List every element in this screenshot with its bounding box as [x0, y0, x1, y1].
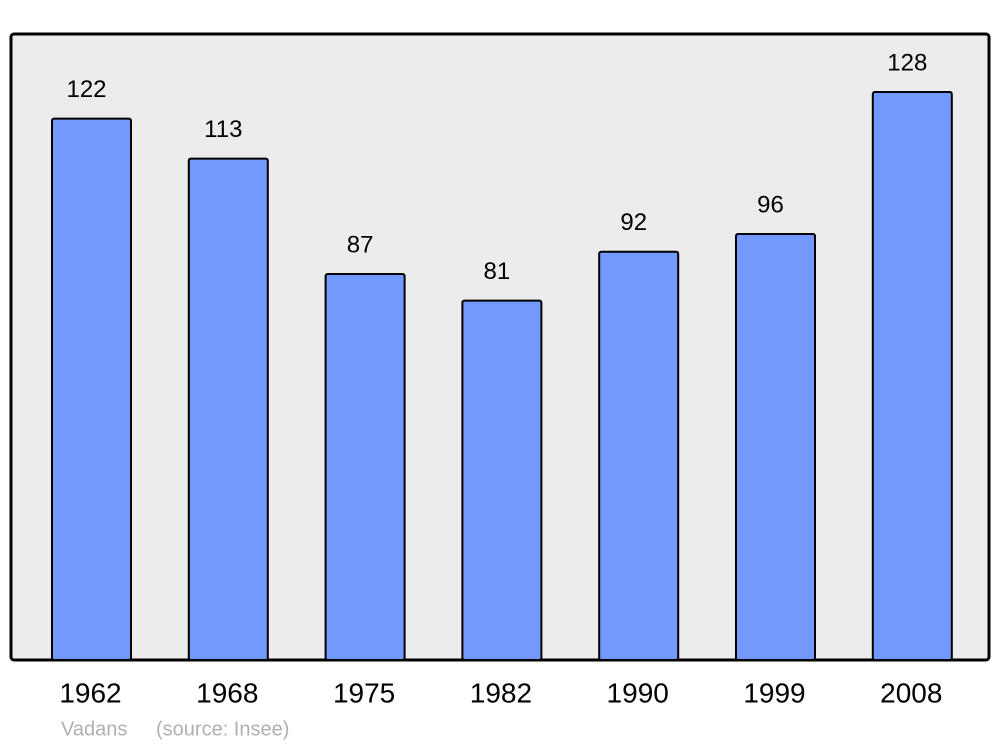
value-label: 128: [887, 49, 927, 76]
value-label: 87: [347, 231, 374, 258]
value-label: 96: [757, 191, 784, 218]
x-tick-label: 1968: [196, 677, 258, 708]
x-tick-label: 1962: [59, 677, 121, 708]
bar: [461, 299, 543, 661]
bar: [324, 272, 406, 661]
value-label: 113: [204, 116, 242, 143]
bar: [735, 233, 816, 661]
x-tick-label: 1975: [333, 677, 395, 708]
x-tick-label: 1999: [743, 677, 805, 708]
caption: Vadans: [61, 718, 127, 740]
x-tick-label: 2008: [880, 677, 942, 708]
bar: [598, 250, 680, 661]
bar: [871, 91, 953, 661]
value-label: 122: [66, 76, 106, 103]
bar: [51, 117, 132, 661]
x-tick-label: 1990: [607, 677, 669, 708]
x-tick-label: 1982: [470, 677, 532, 708]
value-label: 81: [484, 258, 511, 285]
value-label: 92: [620, 209, 647, 236]
bar: [187, 157, 269, 661]
source: (source: Insee): [156, 718, 289, 740]
